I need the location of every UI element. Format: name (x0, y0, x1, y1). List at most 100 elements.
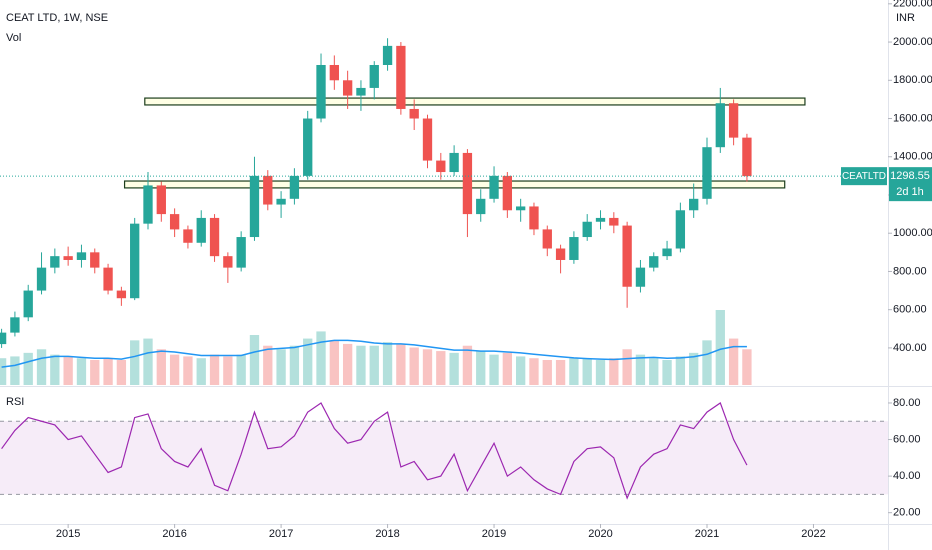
candle-body (169, 214, 180, 230)
y-tick-label: 1000.00 (893, 227, 932, 239)
y-tick-label: 800.00 (893, 265, 927, 277)
price-tag-bg (889, 167, 932, 202)
volume-bar (529, 358, 539, 385)
candle-body (462, 152, 473, 215)
volume-bar (276, 349, 286, 385)
volume-bar (609, 358, 619, 385)
candle-body (342, 80, 353, 96)
x-tick-label: 2019 (482, 528, 506, 540)
x-tick-label: 2018 (375, 528, 399, 540)
y-tick-label: 40.00 (893, 470, 921, 482)
volume-bar (582, 358, 592, 385)
candle-body (209, 217, 220, 257)
ticker-tag-bg (841, 167, 887, 186)
volume-bar (316, 331, 326, 385)
volume-bar (516, 356, 526, 385)
candle-body (489, 175, 499, 199)
candle-body (263, 175, 273, 205)
volume-bar (569, 358, 579, 385)
candle-body (289, 175, 300, 199)
volume-bar (116, 360, 127, 385)
candle-body (689, 198, 699, 211)
candle-body (476, 198, 486, 215)
candle-body (436, 160, 446, 173)
candle-body (715, 103, 725, 148)
volume-bar (555, 360, 566, 385)
volume-bar (263, 345, 273, 385)
candle-body (502, 175, 513, 211)
candle-body (742, 137, 752, 177)
volume-bar (649, 358, 659, 385)
volume-bar (103, 358, 113, 385)
candle-body (516, 206, 526, 211)
candle-body (316, 64, 326, 119)
candle-body (130, 223, 140, 299)
volume-bar (289, 345, 300, 385)
volume-bar (209, 354, 220, 385)
volume-bar (130, 340, 140, 385)
volume-bar (342, 343, 353, 385)
candle-body (36, 267, 47, 291)
y-tick-label: 60.00 (893, 433, 921, 445)
candle-body (635, 267, 646, 287)
volume-bar (90, 360, 100, 385)
x-tick-label: 2015 (56, 528, 80, 540)
candle-body (0, 332, 7, 345)
volume-bar (183, 356, 193, 385)
volume-bar (369, 345, 379, 385)
candle-body (223, 256, 233, 268)
volume-bar (356, 345, 366, 385)
candle-body (303, 118, 313, 176)
volume-bar (436, 351, 446, 385)
chart-title: CEAT LTD, 1W, NSE (6, 12, 108, 24)
volume-bar (249, 335, 260, 385)
volume-bar (223, 356, 233, 385)
candle-body (76, 252, 87, 260)
volume-bar (476, 351, 486, 385)
ticker-tag: CEATLTD (842, 171, 886, 182)
volume-bar (449, 352, 459, 385)
candle-body (236, 237, 246, 268)
candle-body (529, 206, 539, 230)
x-tick-label: 2020 (588, 528, 612, 540)
volume-bar (169, 354, 180, 385)
candle-body (23, 290, 33, 318)
volume-label: Vol (6, 32, 21, 44)
volume-bar (396, 343, 406, 385)
volume-bar (236, 354, 246, 385)
volume-bar (702, 340, 712, 385)
volume-bar (689, 352, 699, 385)
candle-body (156, 185, 166, 215)
x-tick-label: 2016 (162, 528, 186, 540)
volume-bar (489, 354, 499, 385)
candle-body (103, 267, 113, 291)
candle-body (63, 256, 73, 260)
volume-bar (595, 360, 606, 385)
volume-bar (76, 358, 87, 385)
y-tick-label: 80.00 (893, 397, 921, 409)
volume-bar (63, 356, 73, 385)
countdown: 2d 1h (896, 186, 924, 198)
candle-body (595, 217, 606, 222)
candle-body (249, 175, 260, 238)
volume-bar (329, 340, 339, 385)
volume-bar (422, 349, 433, 385)
candle-body (196, 217, 206, 243)
y-tick-label: 1800.00 (893, 74, 932, 86)
currency: INR (896, 12, 915, 24)
volume-bar (303, 338, 313, 385)
price-zone (144, 97, 806, 106)
volume-bar (143, 338, 153, 385)
volume-bar (502, 352, 513, 385)
y-tick-label: 400.00 (893, 342, 927, 354)
candle-body (382, 45, 393, 65)
volume-bar (542, 360, 552, 385)
volume-bar (409, 347, 419, 385)
volume-bar (622, 349, 632, 385)
volume-bar (742, 349, 752, 385)
candle-body (702, 147, 712, 199)
candle-body (90, 252, 100, 268)
volume-bar (382, 342, 393, 385)
candle-body (555, 248, 566, 260)
